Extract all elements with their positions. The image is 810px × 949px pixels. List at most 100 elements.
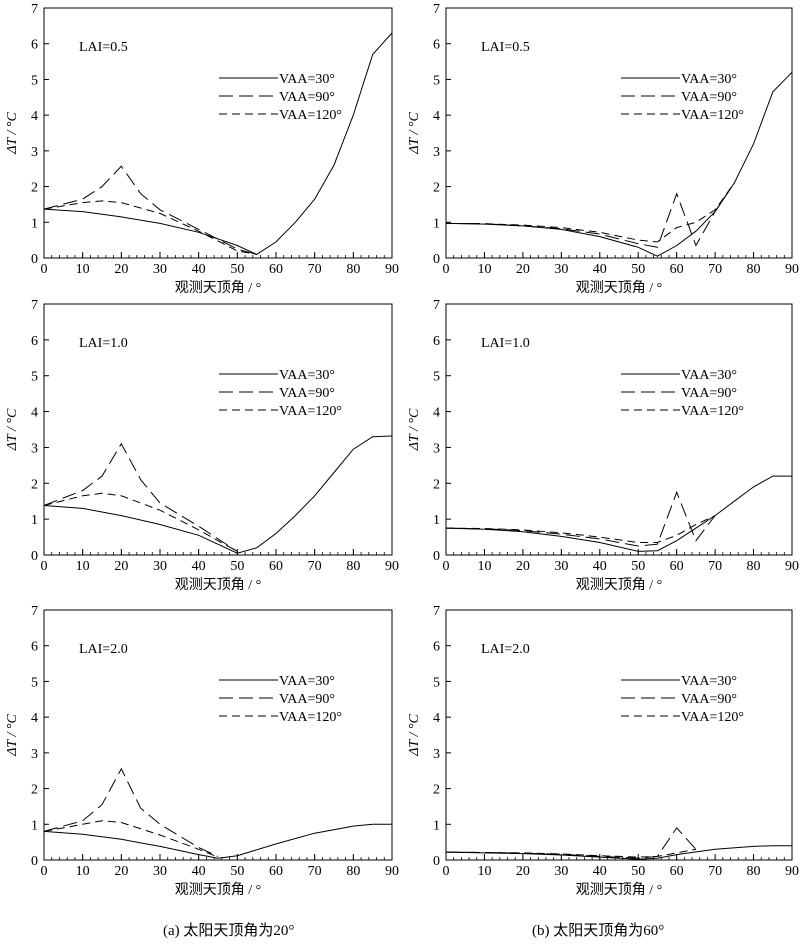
chart-panel-b-top: 0 10 20 30 40 50 60 70 80 90 0 1 2 3 4 5 6 7 观测天顶角 / ° ΔT /…: [407, 2, 799, 296]
x-tick-label: 30: [153, 864, 167, 879]
y-tick-label: 2: [31, 181, 38, 196]
y-axis-label: ΔT / °C: [5, 112, 20, 155]
y-tick-label: 0: [31, 252, 38, 267]
x-tick-label: 30: [153, 559, 167, 574]
legend-label-1: VAA=30°: [681, 674, 737, 689]
y-axis-label: ΔT / °C: [407, 408, 422, 451]
x-tick-label: 20: [114, 262, 128, 277]
y-axis-label: ΔT / °C: [5, 408, 20, 451]
x-tick-label: 90: [785, 559, 799, 574]
x-tick-label: 80: [747, 559, 761, 574]
y-tick-label: 6: [31, 334, 38, 349]
y-tick-label: 1: [31, 216, 38, 231]
y-tick-label: 6: [31, 38, 38, 53]
y-tick-label: 5: [433, 675, 440, 690]
y-tick-label: 3: [31, 441, 38, 456]
y-tick-label: 7: [31, 298, 38, 313]
x-tick-label: 60: [670, 559, 684, 574]
y-axis-label: ΔT / °C: [407, 112, 422, 155]
x-tick-label: 30: [554, 262, 568, 277]
legend-label-2: VAA=90°: [279, 386, 335, 401]
x-tick-label: 70: [708, 864, 722, 879]
chart-panel-a-bottom: 0 10 20 30 40 50 60 70 80 90 0 1 2 3 4 5 6 7 观测天顶角 / ° ΔT /…: [5, 604, 399, 898]
legend-label-2: VAA=90°: [279, 90, 335, 105]
x-tick-label: 40: [593, 864, 607, 879]
chart-panel-a-middle: 0 10 20 30 40 50 60 70 80 90 0 1 2 3 4 5 6 7 观测天顶角 / ° ΔT /…: [5, 298, 399, 593]
legend-label-3: VAA=120°: [279, 710, 342, 725]
legend-label-1: VAA=30°: [279, 72, 335, 87]
y-tick-label: 4: [433, 711, 440, 726]
series-line-1: [43, 435, 393, 554]
series-line-2: [43, 442, 238, 552]
x-tick-label: 10: [76, 559, 90, 574]
x-tick-label: 50: [230, 864, 244, 879]
legend-label-3: VAA=120°: [279, 404, 342, 419]
y-tick-label: 3: [31, 145, 38, 160]
caption-left: (a) 太阳天顶角为20°: [163, 923, 295, 939]
chart-panel-a-top: 0 10 20 30 40 50 60 70 80 90 0 1 2 3 4 5 6 7 观测天顶角 / ° ΔT /…: [5, 2, 399, 296]
x-tick-label: 50: [631, 262, 645, 277]
legend-label-3: VAA=120°: [681, 404, 744, 419]
x-tick-label: 90: [785, 262, 799, 277]
y-tick-label: 3: [433, 747, 440, 762]
x-tick-label: 50: [631, 864, 645, 879]
series-line-3: [43, 200, 257, 255]
series-line-1: [43, 32, 393, 255]
x-tick-label: 0: [443, 559, 450, 574]
y-tick-label: 1: [31, 818, 38, 833]
x-tick-label: 20: [516, 559, 530, 574]
x-axis-label: 观测天顶角 / °: [175, 882, 262, 898]
x-tick-label: 30: [554, 559, 568, 574]
plot-frame: [43, 609, 393, 861]
series-line-2: [445, 490, 716, 547]
x-axis-label: 观测天顶角 / °: [175, 577, 262, 593]
series-line-2: [445, 827, 697, 859]
lai-annotation: LAI=1.0: [79, 336, 128, 351]
legend-label-1: VAA=30°: [681, 72, 737, 87]
plot-frame: [445, 7, 793, 259]
x-tick-label: 40: [192, 262, 206, 277]
x-tick-label: 90: [385, 262, 399, 277]
legend-label-3: VAA=120°: [681, 108, 744, 123]
y-tick-label: 7: [433, 298, 440, 313]
x-tick-label: 40: [593, 559, 607, 574]
y-tick-label: 1: [433, 216, 440, 231]
x-tick-label: 10: [76, 262, 90, 277]
y-tick-label: 0: [31, 549, 38, 564]
legend-label-1: VAA=30°: [681, 368, 737, 383]
y-tick-label: 6: [31, 640, 38, 655]
x-tick-label: 70: [308, 559, 322, 574]
y-tick-label: 0: [433, 252, 440, 267]
legend-label-2: VAA=90°: [681, 90, 737, 105]
x-tick-label: 10: [477, 864, 491, 879]
x-tick-label: 20: [516, 864, 530, 879]
y-tick-label: 4: [31, 406, 38, 421]
x-tick-label: 0: [41, 864, 48, 879]
y-tick-label: 4: [31, 711, 38, 726]
series-line-3: [445, 182, 735, 243]
x-tick-label: 70: [308, 864, 322, 879]
y-tick-label: 2: [31, 477, 38, 492]
x-tick-label: 40: [192, 864, 206, 879]
y-tick-label: 6: [433, 38, 440, 53]
x-tick-label: 80: [747, 262, 761, 277]
x-tick-label: 60: [269, 262, 283, 277]
y-tick-label: 2: [31, 783, 38, 798]
y-axis-label: ΔT / °C: [5, 714, 20, 757]
series-line-3: [43, 492, 238, 552]
series-line-1: [445, 71, 793, 257]
y-tick-label: 0: [433, 549, 440, 564]
x-tick-label: 90: [385, 864, 399, 879]
lai-annotation: LAI=2.0: [481, 642, 530, 657]
plot-frame: [43, 7, 393, 259]
x-tick-label: 40: [192, 559, 206, 574]
y-tick-label: 5: [31, 675, 38, 690]
y-tick-label: 4: [433, 406, 440, 421]
y-axis-label: ΔT / °C: [407, 714, 422, 757]
y-tick-label: 1: [433, 513, 440, 528]
legend-label-2: VAA=90°: [681, 692, 737, 707]
y-tick-label: 4: [433, 109, 440, 124]
x-axis-label: 观测天顶角 / °: [576, 577, 663, 593]
y-tick-label: 2: [433, 477, 440, 492]
y-tick-label: 1: [31, 513, 38, 528]
